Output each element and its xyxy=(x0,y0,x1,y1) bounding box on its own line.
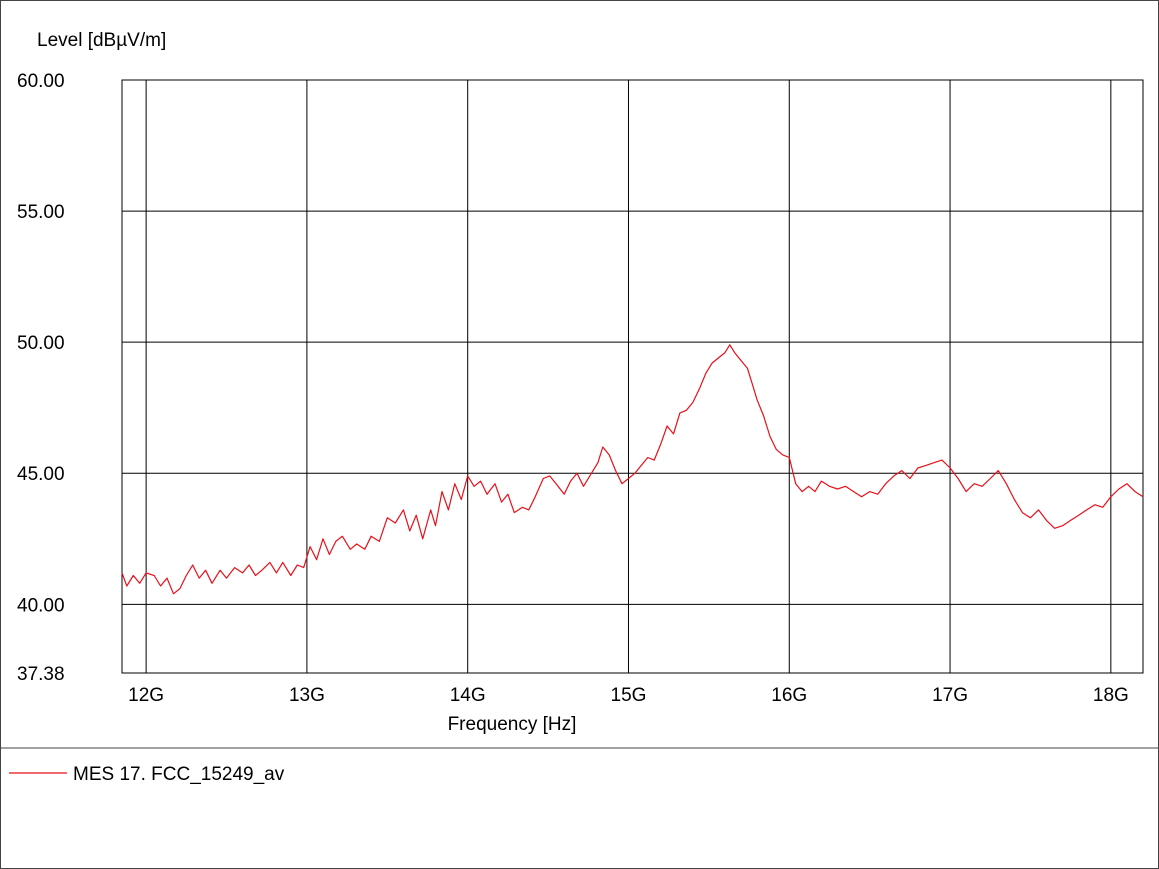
series-group xyxy=(121,344,1144,595)
series-line xyxy=(121,344,1144,595)
x-tick-label: 14G xyxy=(450,685,486,706)
legend-label: MES 17. FCC_15249_av xyxy=(73,764,285,785)
x-tick-label: 16G xyxy=(771,685,807,706)
x-tick-label: 15G xyxy=(611,685,647,706)
y-tick-label: 40.00 xyxy=(17,595,65,616)
x-tick-label: 12G xyxy=(128,685,164,706)
y-tick-labels: 60.00 55.00 50.00 45.00 40.00 37.38 xyxy=(17,71,65,685)
x-tick-label: 13G xyxy=(289,685,325,706)
y-axis-label: Level [dBµV/m] xyxy=(37,30,166,51)
x-axis-label: Frequency [Hz] xyxy=(448,714,577,735)
x-tick-label: 18G xyxy=(1093,685,1129,706)
y-tick-label: 60.00 xyxy=(17,71,65,92)
y-tick-label: 45.00 xyxy=(17,464,65,485)
x-tick-labels: 12G 13G 14G 15G 16G 17G 18G xyxy=(128,685,1129,706)
y-tick-label: 55.00 xyxy=(17,202,65,223)
y-tick-label: 50.00 xyxy=(17,333,65,354)
plot-area xyxy=(121,79,1144,674)
x-tick-label: 17G xyxy=(932,685,968,706)
y-tick-label: 37.38 xyxy=(17,664,65,685)
grid-lines xyxy=(122,80,1143,673)
